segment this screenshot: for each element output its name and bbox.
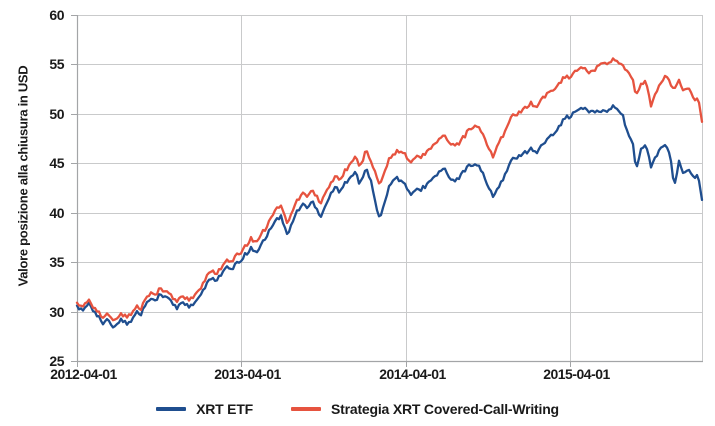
x-tick-label: 2015-04-01 xyxy=(543,366,610,382)
y-tick-label: 55 xyxy=(49,56,64,72)
y-tick-label: 40 xyxy=(49,205,64,221)
y-tick-label: 45 xyxy=(49,155,64,171)
series-line-xrt-etf xyxy=(75,104,704,329)
x-tick-label: 2014-04-01 xyxy=(379,366,446,382)
legend-label: XRT ETF xyxy=(196,401,254,417)
y-tick-label: 50 xyxy=(49,106,64,122)
legend-line-swatch xyxy=(156,407,187,411)
series-line-strategia xyxy=(75,57,704,322)
y-tick-label: 30 xyxy=(49,304,64,320)
x-tick-label: 2013-04-01 xyxy=(214,366,281,382)
legend-line-swatch xyxy=(291,407,322,411)
y-tick-label: 60 xyxy=(49,7,64,23)
x-tick-label: 2012-04-01 xyxy=(50,366,117,382)
y-tick-label: 35 xyxy=(49,254,64,270)
legend-item: XRT ETF xyxy=(156,401,253,417)
legend: XRT ETF Strategia XRT Covered-Call-Writin… xyxy=(0,397,715,421)
legend-label: Strategia XRT Covered-Call-Writing xyxy=(331,401,559,417)
y-tick-label: 25 xyxy=(49,353,64,369)
legend-item: Strategia XRT Covered-Call-Writing xyxy=(291,401,559,417)
